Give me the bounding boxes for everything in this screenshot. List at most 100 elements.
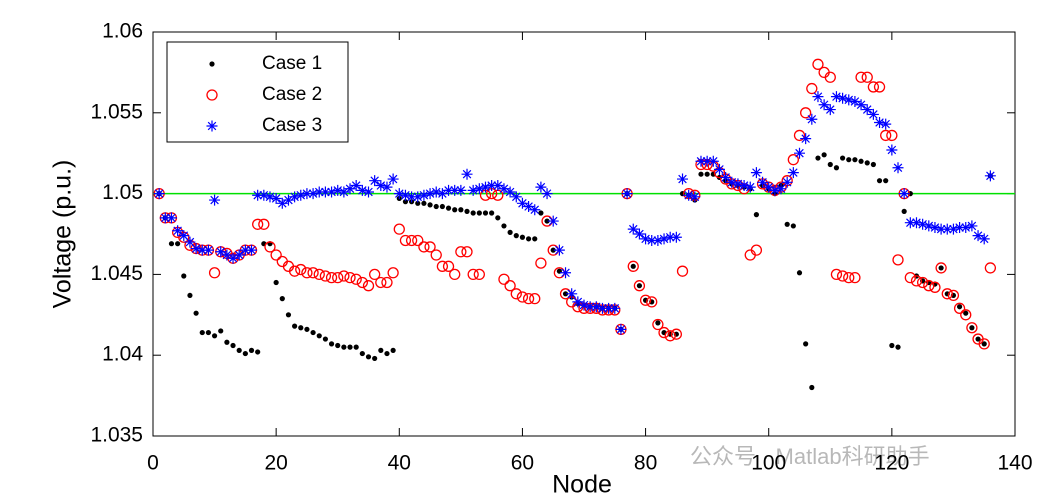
point xyxy=(369,268,381,281)
point xyxy=(270,192,282,204)
point xyxy=(421,200,427,206)
point xyxy=(633,228,645,240)
point xyxy=(701,155,713,167)
point xyxy=(956,304,963,310)
point xyxy=(812,91,824,103)
point xyxy=(258,218,270,230)
point xyxy=(689,191,701,203)
point xyxy=(202,244,214,256)
point xyxy=(295,263,307,276)
point xyxy=(652,318,664,331)
point xyxy=(187,292,193,299)
point xyxy=(365,354,372,360)
point xyxy=(449,268,461,281)
point xyxy=(910,217,922,229)
point xyxy=(981,341,987,347)
point xyxy=(328,341,335,347)
x-tick-label: 40 xyxy=(388,452,411,475)
point xyxy=(846,157,852,163)
point xyxy=(655,320,661,326)
point xyxy=(910,275,923,287)
point xyxy=(763,181,775,193)
point xyxy=(935,223,947,235)
point xyxy=(193,310,199,316)
point xyxy=(473,268,485,281)
point xyxy=(430,186,442,198)
point xyxy=(489,210,495,216)
point xyxy=(381,181,393,193)
point xyxy=(427,202,433,208)
point xyxy=(726,176,738,188)
point xyxy=(535,181,547,193)
point xyxy=(553,244,565,256)
point xyxy=(787,167,799,179)
y-tick-label: 1.06 xyxy=(102,20,143,43)
point xyxy=(603,302,615,314)
point xyxy=(270,249,282,261)
point xyxy=(658,233,670,245)
point xyxy=(215,246,227,258)
point xyxy=(301,188,313,200)
point xyxy=(205,329,212,336)
point xyxy=(646,296,658,308)
point xyxy=(904,271,916,284)
point xyxy=(923,280,935,292)
point xyxy=(402,199,409,205)
legend-label: Case 1 xyxy=(262,53,322,74)
point xyxy=(800,133,812,145)
point xyxy=(732,178,744,190)
x-tick-label: 100 xyxy=(751,452,786,475)
point xyxy=(633,280,646,292)
point xyxy=(350,180,362,192)
point xyxy=(501,223,507,229)
point xyxy=(750,167,762,179)
point xyxy=(929,222,941,234)
point xyxy=(947,223,959,235)
point xyxy=(412,191,424,203)
point xyxy=(338,270,350,282)
point xyxy=(830,91,842,103)
point xyxy=(883,178,889,184)
point xyxy=(326,186,338,198)
point xyxy=(713,163,725,175)
point xyxy=(304,326,310,332)
point xyxy=(738,180,750,192)
point xyxy=(307,267,319,279)
point xyxy=(818,99,830,111)
point xyxy=(744,181,756,193)
point xyxy=(350,273,362,285)
point xyxy=(522,292,535,305)
point xyxy=(652,234,664,246)
point xyxy=(917,218,929,230)
point xyxy=(473,183,485,195)
point xyxy=(288,265,301,277)
point xyxy=(325,271,338,284)
point xyxy=(636,283,643,289)
point xyxy=(803,341,809,347)
point xyxy=(781,176,793,188)
point xyxy=(535,257,547,269)
point xyxy=(252,189,264,201)
point xyxy=(578,299,590,311)
point xyxy=(596,302,608,314)
point xyxy=(375,276,387,289)
point xyxy=(292,323,298,329)
point xyxy=(344,183,356,195)
y-tick-label: 1.045 xyxy=(90,262,143,285)
point xyxy=(455,246,467,258)
legend-marker xyxy=(206,120,218,132)
point xyxy=(513,233,519,239)
point xyxy=(510,191,522,203)
point xyxy=(387,173,399,185)
point xyxy=(172,225,184,237)
point xyxy=(849,271,861,284)
point xyxy=(560,267,572,279)
x-axis-label: Node xyxy=(552,471,612,498)
point xyxy=(664,231,676,243)
point xyxy=(495,215,501,221)
point xyxy=(664,330,676,342)
point xyxy=(313,186,325,198)
point xyxy=(442,260,455,272)
point xyxy=(627,260,639,272)
point xyxy=(861,71,873,83)
